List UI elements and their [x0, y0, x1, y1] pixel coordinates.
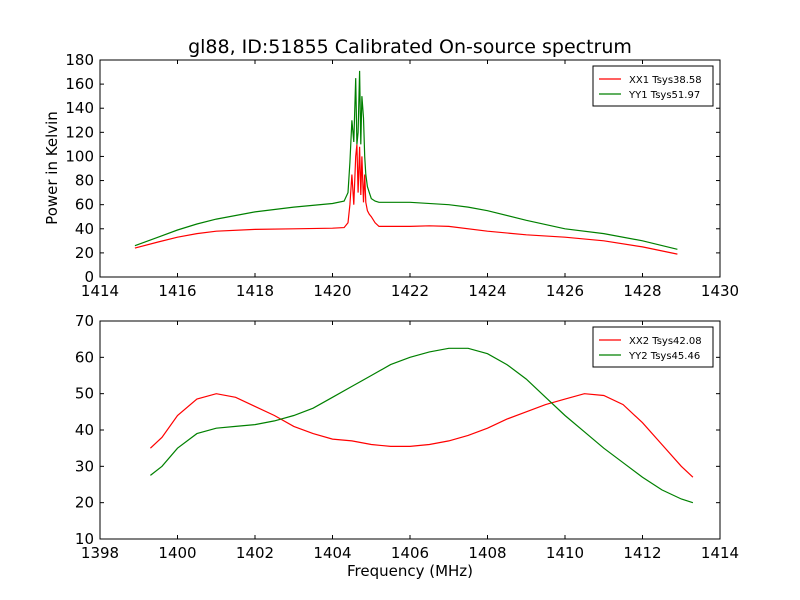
series-line-1 [149, 393, 694, 478]
x-tick-label: 1410 [546, 544, 584, 562]
y-tick-label: 20 [75, 244, 94, 262]
series-line-2 [150, 347, 694, 504]
y-axis-label: Power in Kelvin [43, 111, 61, 225]
x-tick-label: 1412 [623, 544, 661, 562]
x-tick-label: 1418 [236, 282, 274, 300]
x-tick-label: 1404 [313, 544, 351, 562]
chart-title: gl88, ID:51855 Calibrated On-source spec… [188, 36, 632, 58]
y-tick-label: 60 [75, 196, 94, 214]
y-tick-label: 60 [75, 348, 94, 366]
legend-box [592, 65, 714, 107]
x-tick-label: 1420 [313, 282, 351, 300]
y-tick-label: 0 [84, 268, 94, 286]
legend-box [592, 326, 714, 368]
y-tick-label: 50 [75, 385, 94, 403]
y-tick-label: 160 [65, 75, 94, 93]
x-tick-label: 1430 [701, 282, 739, 300]
series-line-1 [134, 144, 678, 255]
y-tick-label: 100 [65, 147, 94, 165]
y-tick-label: 120 [65, 123, 94, 141]
y-tick-label: 180 [65, 51, 94, 69]
y-tick-label: 80 [75, 172, 94, 190]
legend-label: YY1 Tsys51.97 [628, 90, 700, 101]
x-tick-label: 1426 [546, 282, 584, 300]
x-tick-label: 1416 [158, 282, 196, 300]
y-tick-label: 140 [65, 99, 94, 117]
series-line-2 [134, 70, 678, 250]
y-tick-label: 40 [75, 421, 94, 439]
x-tick-label: 1428 [623, 282, 661, 300]
y-tick-label: 20 [75, 494, 94, 512]
x-tick-label: 1422 [391, 282, 429, 300]
x-tick-label: 1414 [81, 282, 119, 300]
x-tick-label: 1414 [701, 544, 739, 562]
y-tick-label: 70 [75, 312, 94, 330]
x-axis-label: Frequency (MHz) [347, 562, 473, 580]
x-tick-label: 1424 [468, 282, 506, 300]
x-tick-label: 1408 [468, 544, 506, 562]
x-tick-label: 1402 [236, 544, 274, 562]
legend-label: YY2 Tsys45.46 [628, 351, 700, 362]
x-tick-label: 1406 [391, 544, 429, 562]
y-tick-label: 10 [75, 530, 94, 548]
legend-label: XX2 Tsys42.08 [629, 336, 702, 347]
bottom-panel: 1398 1400 1402 1404 1406 1408 1410 1412 1414 10 20… [75, 312, 739, 562]
top-panel: 1414 1416 1418 1420 1422 1424 1426 1428 1430 0 20 4… [65, 51, 739, 300]
y-tick-label: 30 [75, 457, 94, 475]
x-tick-label: 1400 [158, 544, 196, 562]
legend-label: XX1 Tsys38.58 [629, 75, 702, 86]
y-tick-label: 40 [75, 220, 94, 238]
x-tick-label: 1398 [81, 544, 119, 562]
